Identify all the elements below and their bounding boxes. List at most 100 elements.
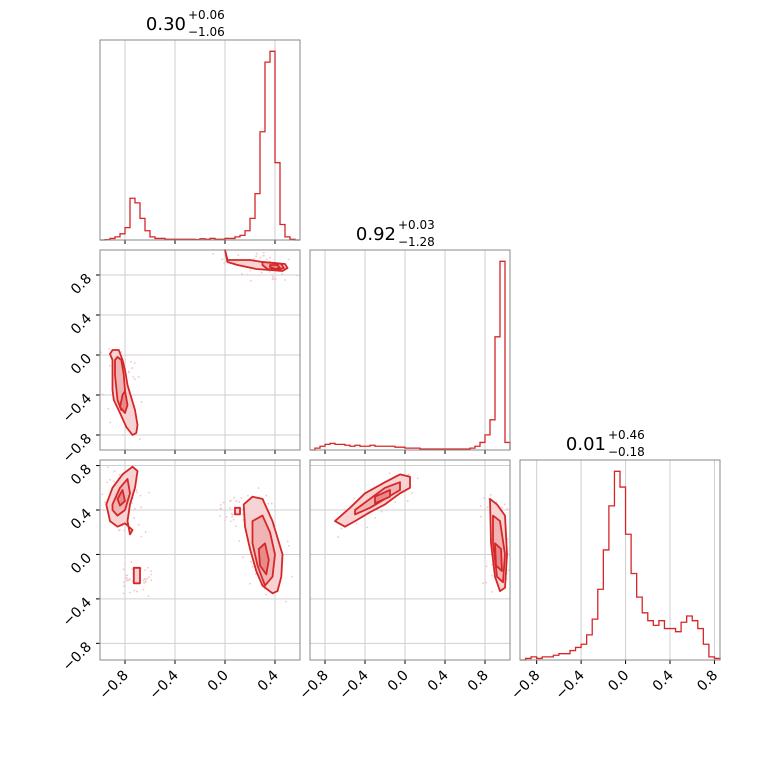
scatter-point (212, 252, 215, 255)
x-tick-label: 0.4 (255, 667, 282, 694)
scatter-point (144, 578, 147, 581)
scatter-point (129, 360, 132, 363)
marks-layer (100, 50, 721, 661)
scatter-point (122, 592, 125, 595)
panel-title-plus: +0.46 (608, 428, 645, 442)
scatter-point (109, 421, 112, 424)
scatter-point (137, 523, 140, 526)
scatter-point (101, 393, 104, 396)
x-tick-label: 0.4 (425, 667, 452, 694)
scatter-point (142, 588, 145, 591)
scatter-point (288, 544, 290, 547)
scatter-point (255, 255, 257, 258)
scatter-point (131, 367, 134, 369)
scatter-point (238, 540, 241, 543)
y-tick-label: 0.8 (68, 271, 95, 298)
scatter-point (411, 492, 414, 494)
scatter-point (266, 258, 268, 261)
scatter-point (144, 580, 147, 583)
scatter-point (506, 508, 509, 510)
scatter-point (104, 501, 106, 504)
scatter-point (128, 578, 131, 581)
scatter-point (124, 361, 127, 363)
scatter-point (133, 378, 136, 381)
scatter-point (388, 472, 391, 475)
scatter-point (249, 280, 252, 282)
y-tick-label: −0.4 (60, 391, 95, 426)
x-tick-label: 0.0 (605, 668, 632, 695)
scatter-point (275, 509, 277, 512)
contour-inner (257, 542, 270, 576)
histogram-step (100, 50, 300, 241)
scatter-point (229, 507, 231, 510)
scatter-point (131, 502, 133, 505)
scatter-point (135, 489, 138, 492)
scatter-point (353, 497, 356, 500)
scatter-point (287, 258, 290, 261)
scatter-point (127, 371, 130, 374)
scatter-point (233, 496, 235, 499)
scatter-point (220, 507, 223, 510)
scatter-point (267, 502, 270, 505)
scatter-point (337, 536, 340, 538)
panel-title-plus: +0.03 (398, 218, 435, 232)
scatter-point (416, 477, 419, 480)
scatter-point (247, 494, 249, 497)
scatter-point (125, 576, 127, 579)
scatter-point (142, 579, 145, 582)
scatter-point (136, 590, 138, 593)
frames-layer (96, 39, 721, 664)
scatter-point (284, 600, 287, 603)
scatter-point (290, 575, 293, 578)
scatter-point (222, 501, 225, 504)
scatter-point (143, 578, 146, 580)
scatter-point (503, 503, 506, 506)
scatter-point (254, 573, 257, 576)
scatter-point (123, 563, 126, 566)
scatter-point (283, 279, 286, 281)
scatter-point (241, 556, 244, 559)
scatter-point (366, 526, 368, 529)
scatter-point (100, 351, 102, 354)
scatter-point (407, 473, 410, 476)
contour-outer (234, 506, 241, 516)
panel-title-value: 0.30 (146, 14, 186, 35)
scatter-point (406, 500, 409, 502)
scatter-point (231, 516, 233, 518)
scatter-point (139, 494, 142, 497)
scatter-point (120, 351, 123, 353)
scatter-point (501, 506, 504, 509)
scatter-point (507, 569, 510, 572)
scatter-point (259, 256, 262, 259)
y-tick-label: −0.4 (60, 595, 95, 630)
scatter-point (274, 278, 277, 281)
scatter-point (270, 502, 273, 505)
scatter-point (150, 573, 153, 576)
scatter-point (113, 480, 116, 483)
scatter-point (133, 362, 136, 364)
scatter-point (484, 508, 486, 511)
x-tick-label: 0.0 (385, 668, 412, 695)
contour-inner (374, 489, 391, 505)
scatter-point (124, 574, 127, 577)
y-tick-label: 0.4 (68, 311, 95, 338)
scatter-point (491, 574, 493, 577)
scatter-point (230, 512, 233, 515)
scatter-point (340, 527, 343, 530)
scatter-point (146, 566, 149, 569)
scatter-point (122, 568, 125, 571)
scatter-point (123, 529, 126, 532)
contour-inner (119, 390, 129, 414)
scatter-point (107, 407, 110, 410)
x-tick-label: 0.8 (694, 668, 721, 695)
contour-inner (116, 489, 126, 507)
scatter-point (130, 561, 133, 563)
scatter-point (250, 561, 252, 563)
scatter-point (249, 269, 252, 272)
scatter-point (237, 254, 240, 257)
histogram-step (310, 260, 511, 451)
scatter-point (125, 579, 128, 582)
scatter-point (101, 493, 104, 496)
scatter-point (143, 582, 145, 584)
scatter-point (479, 515, 482, 518)
